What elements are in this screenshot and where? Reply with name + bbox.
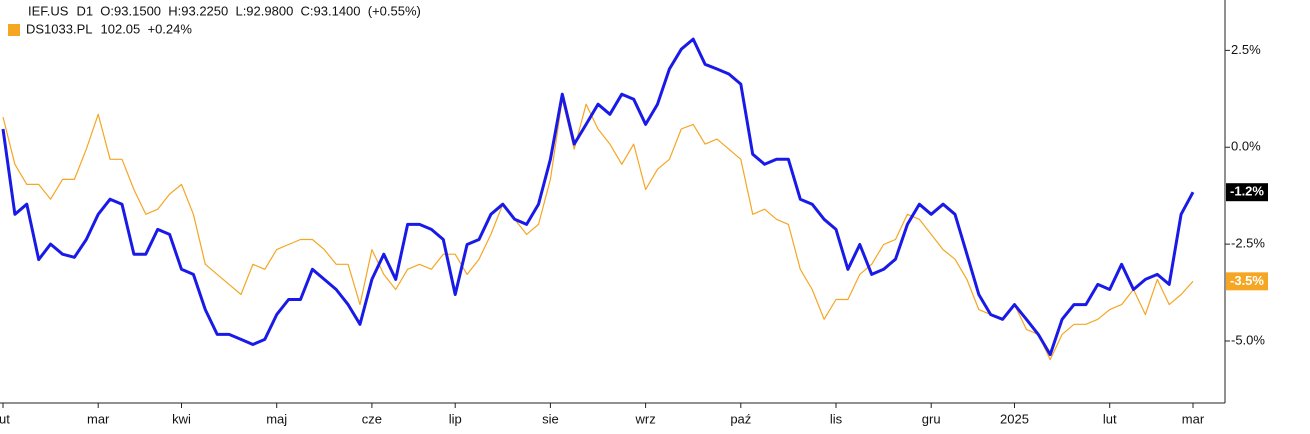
series-line bbox=[2, 98, 1194, 361]
legend-swatch bbox=[8, 24, 20, 36]
x-tick-label: sie bbox=[542, 411, 559, 426]
y-tick-label: 2.5% bbox=[1231, 42, 1261, 57]
y-tick-label: -2.5% bbox=[1231, 236, 1265, 251]
legend-name: DS1033.PL bbox=[26, 21, 93, 36]
end-label: -1.2% bbox=[1230, 184, 1264, 199]
end-badge bbox=[1226, 272, 1268, 291]
x-tick-label: lut bbox=[1103, 411, 1117, 426]
x-tick-label: gru bbox=[922, 411, 941, 426]
end-label: -3.5% bbox=[1230, 273, 1264, 288]
x-tick-label: mar bbox=[1182, 411, 1205, 426]
x-tick-label: maj bbox=[266, 411, 287, 426]
series-line bbox=[1, 37, 1195, 357]
x-tick-label: wrz bbox=[634, 411, 655, 426]
x-tick-label: paź bbox=[730, 411, 751, 426]
x-tick-label: lut bbox=[0, 411, 10, 426]
x-tick-label: lip bbox=[449, 411, 462, 426]
y-tick-label: -5.0% bbox=[1231, 332, 1265, 347]
legend-info: D1 O:93.1500 H:93.2250 L:92.9800 C:93.14… bbox=[76, 3, 420, 18]
x-tick-label: kwi bbox=[172, 411, 191, 426]
end-badge bbox=[1226, 183, 1268, 202]
legend-info: 102.05 +0.24% bbox=[101, 21, 193, 36]
legend-name: IEF.US bbox=[28, 3, 69, 18]
x-tick-label: mar bbox=[87, 411, 110, 426]
y-tick-label: 0.0% bbox=[1231, 139, 1261, 154]
x-tick-label: 2025 bbox=[1000, 411, 1029, 426]
x-tick-label: lis bbox=[830, 411, 843, 426]
x-tick-label: cze bbox=[362, 411, 382, 426]
